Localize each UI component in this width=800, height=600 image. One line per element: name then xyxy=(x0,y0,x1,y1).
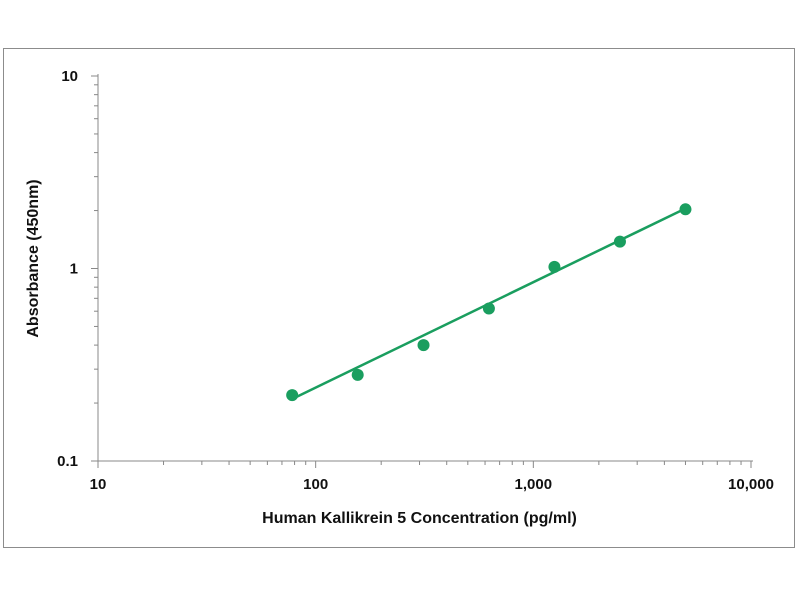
data-point xyxy=(613,235,626,248)
y-tick-label: 0.1 xyxy=(57,453,78,470)
x-axis-title: Human Kallikrein 5 Concentration (pg/ml) xyxy=(262,510,577,527)
ticks-layer xyxy=(91,75,752,468)
y-axis-title: Absorbance (450nm) xyxy=(25,179,42,337)
data-point xyxy=(548,260,561,273)
data-point xyxy=(679,203,692,216)
x-tick-label: 10 xyxy=(90,476,107,493)
x-tick-label: 10,000 xyxy=(728,476,774,493)
labels-layer: 10 100 1,000 10,000 0.1 1 10 xyxy=(57,68,774,493)
x-tick-label: 100 xyxy=(303,476,328,493)
x-tick-label: 1,000 xyxy=(515,476,553,493)
data-point xyxy=(482,302,495,315)
y-tick-label: 1 xyxy=(70,261,78,278)
data-point xyxy=(351,368,364,381)
y-tick-label: 10 xyxy=(61,68,78,85)
chart-svg: 10 100 1,000 10,000 0.1 1 10 Human Kallikrein … xyxy=(25,68,774,527)
points-layer xyxy=(286,203,692,402)
axes-layer xyxy=(97,74,753,462)
data-point xyxy=(286,389,299,402)
data-point xyxy=(417,339,430,352)
chart-frame: 10 100 1,000 10,000 0.1 1 10 Human Kallikrein … xyxy=(3,48,795,548)
